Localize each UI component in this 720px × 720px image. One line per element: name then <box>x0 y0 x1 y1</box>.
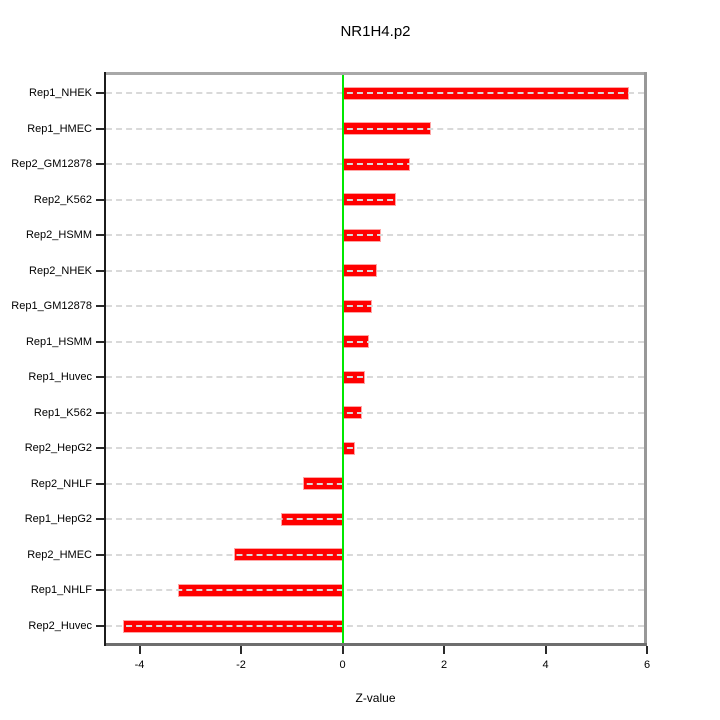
chart-title: NR1H4.p2 <box>340 23 411 40</box>
gridline <box>106 340 644 343</box>
gridline <box>106 625 644 627</box>
y-label: Rep2_HepG2 <box>24 442 92 455</box>
y-label: Rep1_Huvec <box>28 371 92 384</box>
x-tick <box>341 646 344 654</box>
y-label: Rep2_Huvec <box>28 620 92 632</box>
y-label: Rep2_GM12878 <box>11 158 92 171</box>
x-tick <box>646 646 648 654</box>
y-tick <box>96 625 104 627</box>
y-tick <box>96 518 104 521</box>
gridline <box>106 92 644 94</box>
x-tick-label: 2 <box>440 659 448 671</box>
x-tick <box>240 646 243 654</box>
x-tick-label: -4 <box>134 659 145 671</box>
y-label: Rep1_HSMM <box>25 335 92 348</box>
x-tick <box>443 646 445 654</box>
gridline <box>106 198 644 201</box>
gridline <box>106 269 644 272</box>
y-tick <box>96 269 104 272</box>
y-label: Rep2_NHEK <box>29 264 92 277</box>
y-tick <box>96 411 104 414</box>
plot-area <box>104 72 647 646</box>
gridline <box>106 305 644 308</box>
gridline <box>106 127 644 130</box>
y-tick <box>96 376 104 379</box>
gridline <box>106 376 644 379</box>
y-tick <box>96 198 104 201</box>
x-tick-label: 6 <box>643 659 651 671</box>
y-label: Rep1_GM12878 <box>11 300 92 313</box>
y-tick <box>96 305 104 308</box>
y-tick <box>96 234 104 237</box>
gridline <box>106 234 644 237</box>
gridline <box>106 411 644 414</box>
x-tick <box>544 646 547 654</box>
y-label: Rep2_K562 <box>33 193 92 206</box>
y-tick <box>96 163 104 166</box>
gridline <box>106 447 644 450</box>
gridline <box>106 163 644 166</box>
zero-line <box>341 72 344 646</box>
gridline <box>106 518 644 521</box>
y-label: Rep1_NHEK <box>29 87 92 99</box>
y-label: Rep2_HSMM <box>25 229 92 242</box>
y-tick <box>96 92 104 94</box>
y-tick <box>96 553 104 556</box>
gridline <box>106 553 644 556</box>
y-tick <box>96 127 104 130</box>
y-tick <box>96 482 104 485</box>
y-tick <box>96 447 104 450</box>
y-label: Rep1_NHLF <box>30 584 92 597</box>
x-axis-title: Z-value <box>355 691 396 705</box>
gridline <box>106 482 644 485</box>
x-tick-label: 0 <box>339 659 346 671</box>
y-label: Rep1_HepG2 <box>24 513 92 526</box>
x-tick-label: -2 <box>236 659 246 671</box>
plot-border-left <box>104 72 106 646</box>
y-tick <box>96 340 104 343</box>
x-tick-label: 4 <box>542 659 549 671</box>
y-label: Rep1_HMEC <box>27 122 92 135</box>
plot-border-right <box>644 72 647 646</box>
y-tick <box>96 589 104 592</box>
y-label: Rep2_NHLF <box>30 477 92 490</box>
x-tick <box>138 646 141 654</box>
y-label: Rep1_K562 <box>33 406 92 419</box>
plot-border-bottom <box>104 643 647 646</box>
y-label: Rep2_HMEC <box>27 548 92 561</box>
plot-border-top <box>104 72 647 75</box>
gridline <box>106 589 644 592</box>
